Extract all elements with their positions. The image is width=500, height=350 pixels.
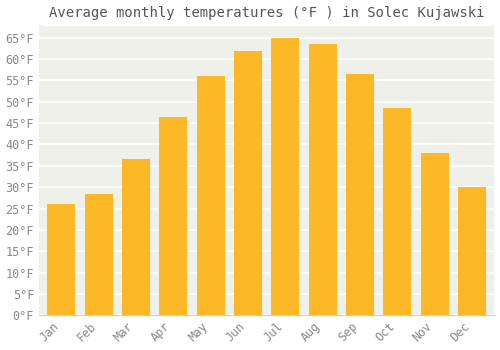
Title: Average monthly temperatures (°F ) in Solec Kujawski: Average monthly temperatures (°F ) in So… — [49, 6, 484, 20]
Bar — [122, 159, 150, 315]
Bar — [458, 187, 486, 315]
Bar — [84, 194, 112, 315]
Bar — [160, 117, 188, 315]
Bar — [308, 44, 336, 315]
Bar — [420, 153, 448, 315]
Bar — [234, 50, 262, 315]
Bar — [272, 38, 299, 315]
Bar — [196, 76, 224, 315]
Bar — [48, 204, 76, 315]
Bar — [346, 74, 374, 315]
Bar — [384, 108, 411, 315]
